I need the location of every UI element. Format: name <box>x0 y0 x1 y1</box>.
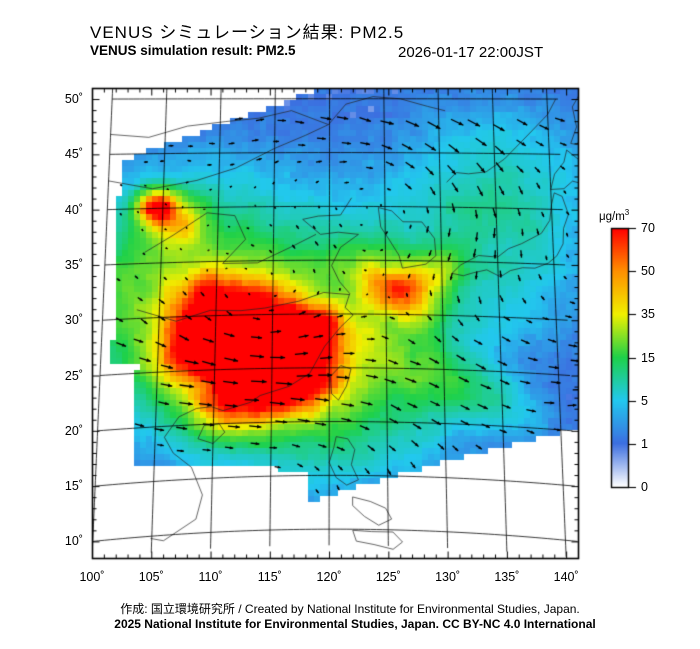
colorbar-unit-exponent: 3 <box>624 208 630 217</box>
y-axis-tick-label: 20˚ <box>64 423 83 438</box>
colorbar-tick-label: 70 <box>641 221 655 235</box>
credit-line-japanese: 作成: 国立環境研究所 / Created by National Instit… <box>120 602 580 616</box>
y-axis-tick-label: 30˚ <box>64 313 83 328</box>
x-axis-tick-label: 135˚ <box>494 570 520 584</box>
colorbar-tick-label: 0 <box>641 480 648 494</box>
x-axis-tick-label: 120˚ <box>316 570 342 584</box>
x-axis-tick-label: 110˚ <box>198 570 223 584</box>
x-axis-tick-label: 130˚ <box>435 570 461 584</box>
colorbar-tick-label: 1 <box>641 436 648 451</box>
colorbar-tick-label: 35 <box>641 307 655 322</box>
y-axis-tick-label: 35˚ <box>64 257 83 272</box>
credit-line-license: 2025 National Institute for Environmenta… <box>0 617 700 631</box>
colorbar-tick-label: 15 <box>641 350 655 365</box>
colorbar-tick-label: 50 <box>641 264 655 279</box>
x-axis-tick-label: 105˚ <box>138 570 164 584</box>
y-axis-tick-label: 40˚ <box>64 202 83 217</box>
credit-license-text: 2025 National Institute for Environmenta… <box>114 617 596 631</box>
y-axis-tick-label: 15˚ <box>64 479 83 494</box>
x-axis-tick-label: 115˚ <box>257 570 282 584</box>
y-axis-tick-label: 10˚ <box>64 534 83 549</box>
y-axis-tick-label: 50˚ <box>64 92 83 107</box>
y-axis-tick-label: 45˚ <box>64 147 83 162</box>
x-axis-tick-label: 100˚ <box>79 570 105 584</box>
x-axis-tick-label: 140˚ <box>553 570 579 584</box>
colorbar-unit-main: μg/m <box>599 210 625 223</box>
colorbar-unit-label: μg/m3 <box>599 208 629 223</box>
colorbar-tick-label: 5 <box>641 393 648 408</box>
x-axis-tick-label: 125˚ <box>375 570 401 584</box>
y-axis-tick-label: 25˚ <box>64 368 83 383</box>
